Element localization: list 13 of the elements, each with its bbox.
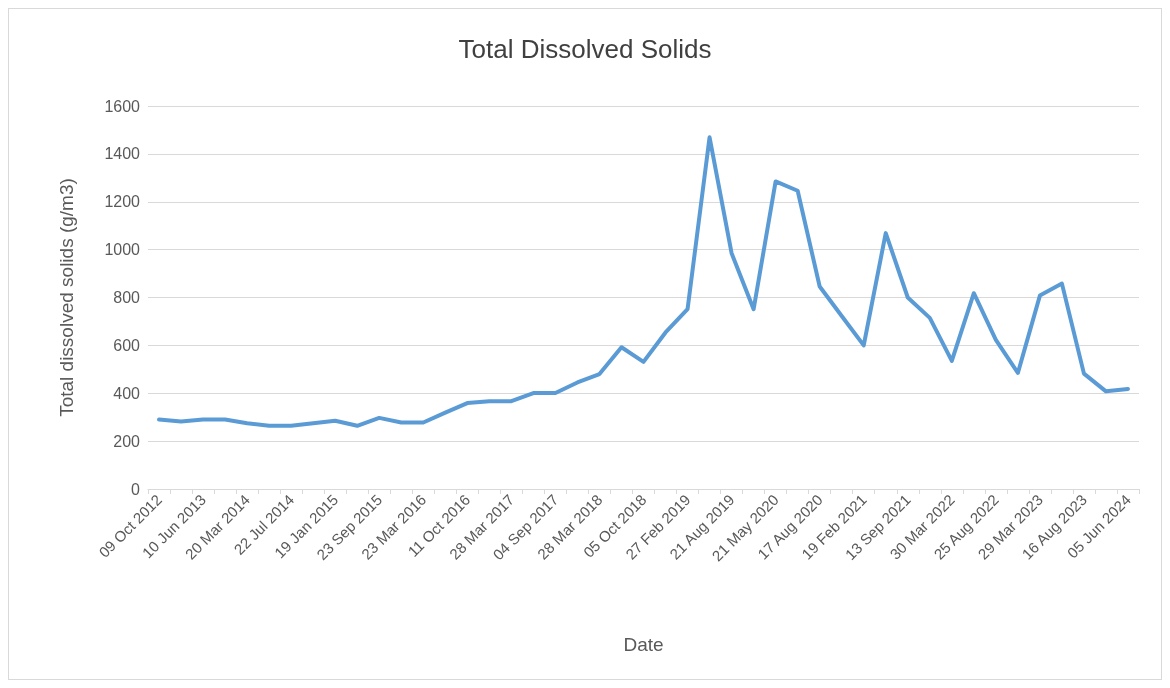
y-tick-label: 600 [113,336,141,354]
y-tick-label: 0 [131,480,141,498]
y-tick-label: 1400 [104,145,141,163]
y-tick-label: 800 [113,289,141,306]
y-tick-label: 200 [113,432,141,450]
chart-title: Total Dissolved Solids [458,34,712,64]
x-axis-title: Date [623,634,664,655]
y-tick-label: 400 [113,384,141,402]
y-tick-label: 1000 [104,241,141,259]
y-tick-label: 1600 [104,97,141,115]
y-tick-label: 1200 [104,193,141,211]
y-axis-title: Total dissolved solids (g/m3) [56,178,77,417]
line-series [157,135,1130,428]
